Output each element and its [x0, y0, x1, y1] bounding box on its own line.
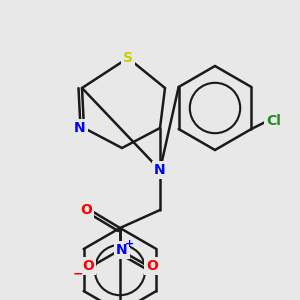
Text: Cl: Cl [266, 114, 281, 128]
Text: O: O [80, 203, 92, 217]
Text: N: N [154, 163, 166, 177]
Text: +: + [124, 239, 134, 249]
Text: O: O [82, 259, 94, 273]
Text: −: − [73, 268, 83, 281]
Text: O: O [146, 259, 158, 273]
Text: N: N [116, 243, 128, 257]
Text: N: N [74, 121, 86, 135]
Text: S: S [123, 51, 133, 65]
